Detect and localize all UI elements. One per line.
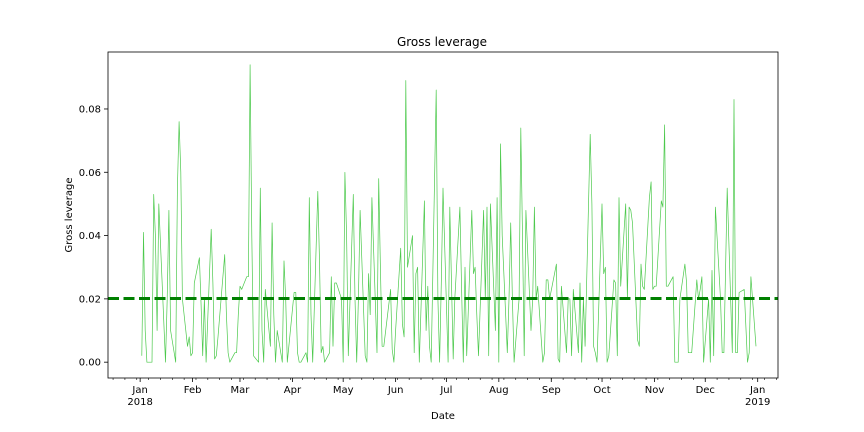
x-tick-label: Jun [387, 385, 404, 396]
y-axis-label: Gross leverage [64, 177, 75, 252]
x-tick-year-label: 2019 [745, 397, 770, 408]
x-tick-year-label: 2018 [127, 397, 152, 408]
y-tick-label: 0.02 [79, 294, 101, 305]
x-axis-label: Date [431, 411, 455, 422]
x-tick-label: Aug [489, 385, 509, 396]
x-tick-label: Jan [131, 385, 147, 396]
series-line-0 [141, 64, 757, 363]
x-tick-label: Oct [593, 385, 610, 396]
y-axis: 0.00 0.02 0.04 0.06 0.08 [79, 104, 108, 369]
x-tick-label: Jan [749, 385, 765, 396]
chart-title: Gross leverage [397, 35, 487, 49]
y-tick-label: 0.04 [79, 231, 101, 242]
x-tick-label: Jul [439, 385, 452, 396]
x-tick-label: Feb [184, 385, 202, 396]
x-tick-label: May [333, 385, 354, 396]
x-tick-label: Nov [645, 385, 665, 396]
plot-area [108, 64, 778, 363]
plot-frame [107, 51, 779, 379]
x-tick-label: Dec [696, 385, 715, 396]
x-tick-label: Apr [284, 385, 302, 396]
y-tick-label: 0.08 [79, 104, 101, 115]
y-tick-label: 0.06 [79, 168, 101, 179]
y-tick-label: 0.00 [79, 358, 101, 369]
x-tick-label: Sep [542, 385, 561, 396]
x-tick-label: Mar [231, 385, 251, 396]
